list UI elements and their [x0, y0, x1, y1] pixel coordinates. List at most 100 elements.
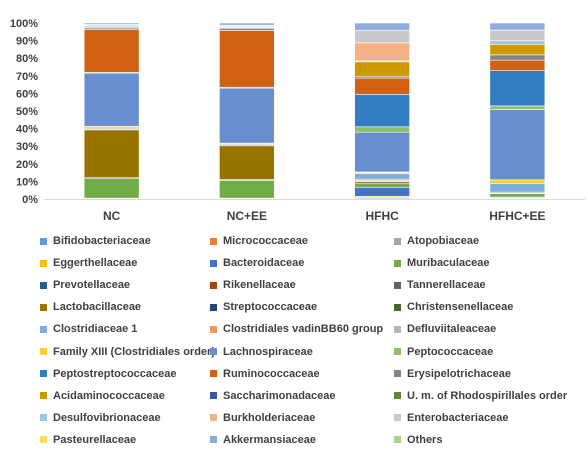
legend-label: Family XIII (Clostridiales order): [53, 345, 215, 358]
bar-segment: [83, 178, 140, 199]
x-tick-label: HFHC: [365, 209, 399, 223]
legend-item: Peptococcaceae: [394, 345, 493, 359]
y-tick-label: 40%: [16, 124, 38, 136]
legend-swatch: [40, 348, 47, 355]
legend-label: Saccharimonadaceae: [223, 389, 336, 402]
legend-swatch: [394, 436, 401, 444]
legend-label: Others: [407, 433, 443, 446]
legend-label: Muribaculaceae: [407, 257, 490, 270]
legend-swatch: [394, 348, 401, 355]
legend-label: Ruminococcaceae: [223, 367, 320, 380]
legend-label: Acidaminococcaceae: [53, 389, 165, 402]
legend-item: Lachnospiraceae: [210, 345, 313, 359]
bar-segment: [489, 70, 546, 107]
bar-segment: [354, 186, 410, 197]
legend-swatch: [394, 325, 401, 333]
bar-segment: [489, 29, 546, 42]
x-tick-label: HFHC+EE: [489, 209, 545, 223]
bar-segment: [354, 77, 410, 95]
legend-label: Enterobacteriaceae: [407, 411, 509, 424]
legend-swatch: [210, 348, 217, 355]
legend-swatch: [210, 281, 217, 289]
y-tick-label: 20%: [16, 159, 38, 171]
bar-segment: [354, 183, 410, 188]
legend-item: Others: [394, 433, 442, 447]
bar-segment: [489, 109, 546, 181]
legend-swatch: [40, 370, 47, 378]
y-tick-label: 90%: [16, 36, 38, 48]
x-tick-label: NC+EE: [227, 209, 267, 223]
legend-label: Eggerthellaceae: [53, 257, 138, 270]
legend-label: Peptococcaceae: [407, 345, 494, 358]
legend-item: U. m. of Rhodospirillales order: [394, 389, 567, 403]
bar-segment: [489, 43, 546, 56]
bar-segment: [354, 126, 410, 133]
bar-segment: [489, 59, 546, 71]
y-axis: 0% 10% 20% 30% 40% 50% 60% 70% 80% 90% 100%: [10, 18, 38, 206]
legend-label: Defluviitaleaceae: [407, 323, 497, 336]
bar-segment: [489, 40, 546, 45]
bar-segment: [489, 105, 546, 110]
legend-swatch: [210, 414, 217, 422]
bar-segment: [354, 22, 410, 31]
legend-label: Bifidobacteriaceae: [53, 235, 151, 247]
legend-swatch: [394, 370, 401, 378]
bar-segment: [489, 183, 546, 193]
legend-label: Micrococcaceae: [223, 235, 308, 247]
legend-swatch: [40, 237, 47, 245]
legend-swatch: [40, 281, 47, 289]
legend-item: Akkermansiaceae: [210, 433, 316, 447]
legend-label: Pasteurellaceae: [53, 433, 137, 446]
legend-item: Saccharimonadaceae: [210, 389, 336, 403]
legend-label: Lactobacillaceae: [53, 301, 142, 314]
legend-label: Christensenellaceae: [407, 301, 514, 314]
legend-item: Eggerthellaceae: [40, 256, 137, 270]
legend-swatch: [210, 370, 217, 378]
legend-item: Lactobacillaceae: [40, 300, 141, 314]
y-tick-label: 10%: [16, 176, 38, 188]
y-tick-label: 70%: [16, 71, 38, 83]
legend-swatch: [394, 392, 401, 400]
legend-swatch: [210, 259, 217, 267]
legend-item: Ruminococcaceae: [210, 367, 320, 381]
legend-label: Bacteroidaceae: [223, 257, 305, 270]
legend-swatch: [40, 259, 47, 267]
legend-label: Prevotellaceae: [53, 279, 131, 292]
legend-item: Enterobacteriaceae: [394, 411, 509, 425]
legend-item: Desulfovibrionaceae: [40, 411, 161, 425]
y-tick-label: 80%: [16, 53, 38, 65]
bar-segment: [83, 72, 140, 127]
x-tick-label: NC: [103, 209, 121, 223]
bar-segment: [219, 145, 275, 180]
legend-swatch: [40, 303, 47, 311]
bar-segment: [83, 22, 140, 25]
bar-stack: [489, 22, 546, 200]
legend-item: Pasteurellaceae: [40, 433, 136, 447]
legend-item: Micrococcaceae: [210, 234, 308, 248]
legend-swatch: [210, 303, 217, 311]
legend-item: Erysipelotrichaceae: [394, 367, 511, 381]
y-tick-label: 60%: [16, 88, 38, 100]
legend-swatch: [40, 414, 47, 422]
y-tick-label: 100%: [10, 18, 38, 30]
bar-stack: [219, 22, 275, 200]
legend-label: Lachnospiraceae: [223, 345, 313, 358]
legend-item: Clostridiaceae 1: [40, 322, 137, 336]
x-axis: NC NC+EE HFHC HFHC+EE: [44, 199, 585, 223]
bar-stack: [354, 22, 410, 200]
legend-label: Clostridiales vadinBB60 group: [223, 323, 384, 336]
legend-swatch: [394, 281, 401, 289]
legend-swatch: [40, 436, 47, 444]
bar-stack: [83, 22, 140, 200]
legend-item: Tannerellaceae: [394, 278, 486, 292]
legend-item: Muribaculaceae: [394, 256, 490, 270]
bar-segment: [219, 87, 275, 144]
y-tick-label: 30%: [16, 141, 38, 153]
legend-item: Peptostreptococcaceae: [40, 367, 177, 381]
legend-swatch: [394, 237, 401, 245]
bars: [83, 22, 546, 200]
bar-segment: [354, 173, 410, 180]
legend-item: Clostridiales vadinBB60 group: [210, 322, 383, 336]
legend-label: Erysipelotrichaceae: [407, 367, 511, 380]
